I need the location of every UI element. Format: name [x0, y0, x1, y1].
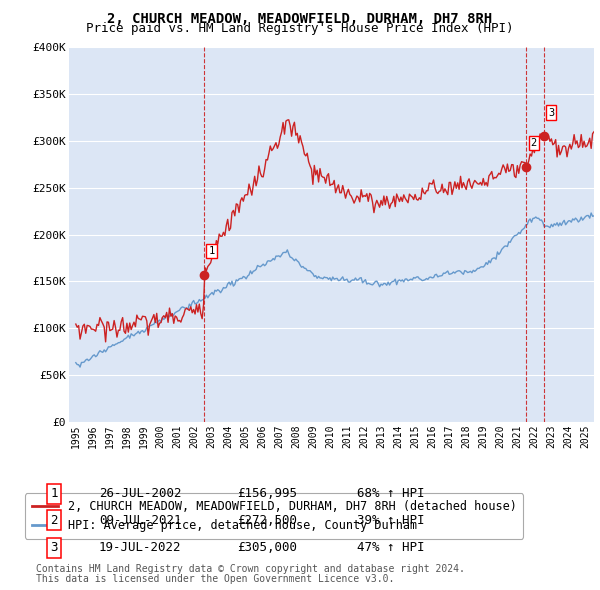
Text: £305,000: £305,000: [237, 541, 297, 554]
Text: £156,995: £156,995: [237, 487, 297, 500]
Text: 3: 3: [50, 541, 58, 554]
Text: 09-JUL-2021: 09-JUL-2021: [99, 514, 182, 527]
Legend: 2, CHURCH MEADOW, MEADOWFIELD, DURHAM, DH7 8RH (detached house), HPI: Average pr: 2, CHURCH MEADOW, MEADOWFIELD, DURHAM, D…: [25, 493, 523, 539]
Text: This data is licensed under the Open Government Licence v3.0.: This data is licensed under the Open Gov…: [36, 574, 394, 584]
Text: 19-JUL-2022: 19-JUL-2022: [99, 541, 182, 554]
Text: 2: 2: [50, 514, 58, 527]
Text: 2: 2: [530, 138, 537, 148]
Text: Price paid vs. HM Land Registry's House Price Index (HPI): Price paid vs. HM Land Registry's House …: [86, 22, 514, 35]
Text: 26-JUL-2002: 26-JUL-2002: [99, 487, 182, 500]
Text: 1: 1: [208, 246, 215, 256]
Text: 68% ↑ HPI: 68% ↑ HPI: [357, 487, 425, 500]
Text: 39% ↑ HPI: 39% ↑ HPI: [357, 514, 425, 527]
Text: 47% ↑ HPI: 47% ↑ HPI: [357, 541, 425, 554]
Text: 1: 1: [50, 487, 58, 500]
Text: 3: 3: [548, 107, 554, 117]
Text: Contains HM Land Registry data © Crown copyright and database right 2024.: Contains HM Land Registry data © Crown c…: [36, 564, 465, 574]
Text: 2, CHURCH MEADOW, MEADOWFIELD, DURHAM, DH7 8RH: 2, CHURCH MEADOW, MEADOWFIELD, DURHAM, D…: [107, 12, 493, 26]
Text: £272,500: £272,500: [237, 514, 297, 527]
